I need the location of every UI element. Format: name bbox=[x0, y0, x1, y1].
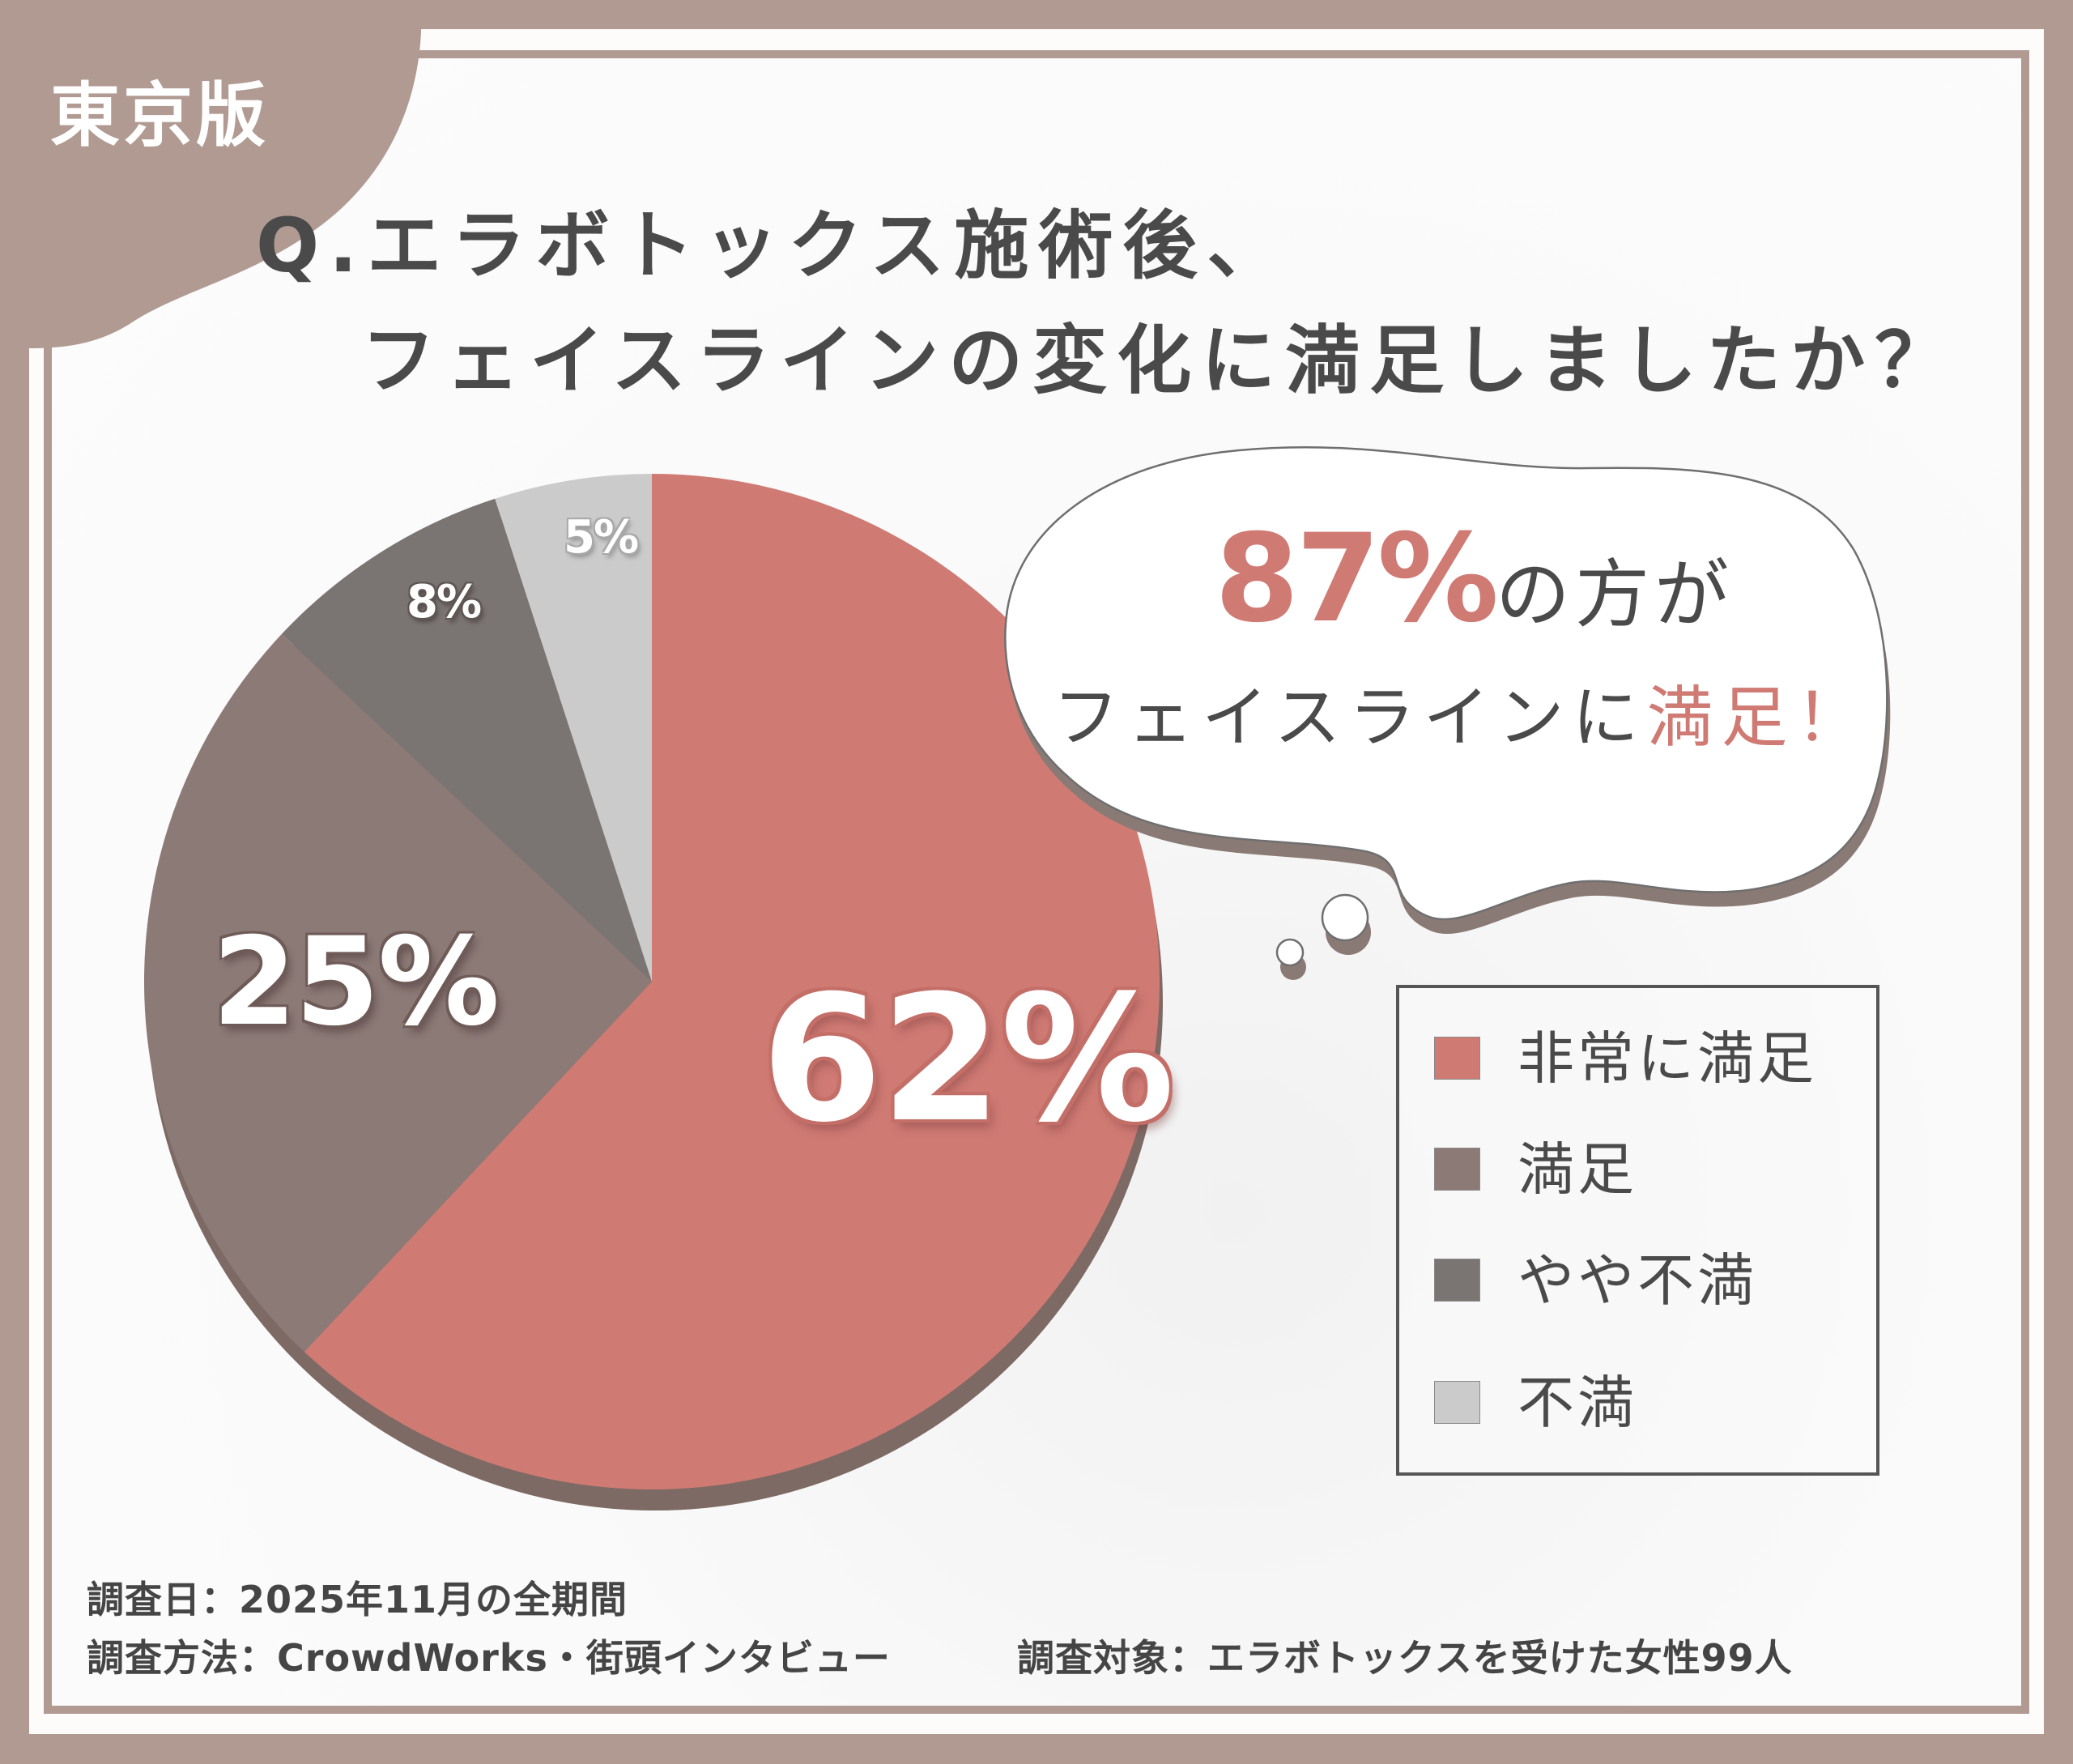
callout-line2-highlight: 満足！ bbox=[1646, 680, 1871, 756]
legend-item-very-satisfied: 非常に満足 bbox=[1399, 1030, 1876, 1101]
pie-label-dissatisfied: 5% bbox=[564, 511, 639, 564]
legend-swatch bbox=[1434, 1259, 1480, 1302]
legend-label: 不満 bbox=[1518, 1370, 1637, 1436]
pie-slice bbox=[281, 498, 652, 982]
legend-label: 満足 bbox=[1518, 1136, 1637, 1203]
callout-line2-prefix: フェイスラインに bbox=[1053, 680, 1647, 756]
legend-label: やや不満 bbox=[1518, 1247, 1757, 1314]
legend-item-somewhat-dissatisfied: やや不満 bbox=[1399, 1252, 1876, 1323]
chart-legend: 非常に満足 満足 やや不満 不満 bbox=[1396, 985, 1879, 1476]
callout-percent: 87% bbox=[1215, 509, 1499, 650]
pie-slice bbox=[495, 474, 652, 982]
legend-swatch bbox=[1434, 1381, 1480, 1424]
question-title-line1: Q.エラボトックス施術後、 bbox=[256, 202, 1292, 289]
legend-item-satisfied: 満足 bbox=[1399, 1141, 1876, 1212]
pie-slices bbox=[143, 474, 1160, 1489]
survey-date: 調査日：2025年11月の全期間 bbox=[87, 1578, 628, 1621]
pie-label-satisfied: 25% bbox=[212, 912, 500, 1053]
question-title-line2: フェイスラインの変化に満足しましたか？ bbox=[361, 317, 1960, 404]
callout-line1: 87%の方が bbox=[1215, 518, 1734, 640]
legend-swatch bbox=[1434, 1148, 1480, 1191]
edition-tab-label: 東京版 bbox=[50, 75, 269, 156]
frame-border bbox=[44, 50, 2029, 1714]
pie-label-very-satisfied: 62% bbox=[761, 957, 1175, 1161]
survey-target: 調査対象：エラボトックスを受けた女性99人 bbox=[1017, 1636, 1793, 1680]
pie-slice bbox=[143, 633, 653, 1353]
legend-label: 非常に満足 bbox=[1518, 1025, 1817, 1092]
pie-slice bbox=[304, 474, 1160, 1489]
callout-line2: フェイスラインに満足！ bbox=[1053, 685, 1871, 752]
thought-dot-small bbox=[1275, 938, 1305, 967]
thought-dot-large bbox=[1321, 893, 1369, 942]
legend-item-dissatisfied: 不満 bbox=[1399, 1374, 1876, 1446]
pie-label-somewhat-dissatisfied: 8% bbox=[407, 576, 482, 628]
legend-swatch bbox=[1434, 1037, 1480, 1080]
survey-method: 調査方法：CrowdWorks・街頭インタビュー bbox=[87, 1636, 891, 1680]
callout-line1-rest: の方が bbox=[1496, 552, 1735, 638]
